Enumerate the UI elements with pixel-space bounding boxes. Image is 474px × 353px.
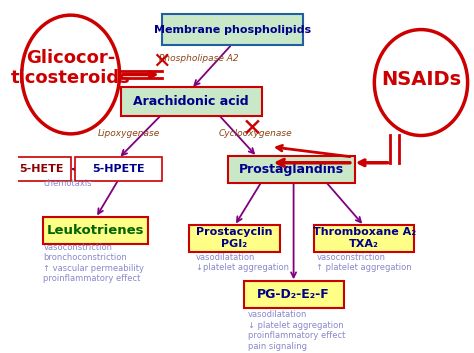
FancyBboxPatch shape — [43, 216, 148, 244]
Text: Thromboxane A₂
TXA₂: Thromboxane A₂ TXA₂ — [312, 227, 416, 249]
Text: vasodilatation
↓platelet aggregation: vasodilatation ↓platelet aggregation — [196, 253, 289, 272]
Text: Phospholipase A2: Phospholipase A2 — [159, 54, 239, 62]
Text: ✕: ✕ — [152, 52, 171, 72]
FancyBboxPatch shape — [121, 87, 262, 116]
Text: vasodilatation
↓ platelet aggregation
proinflammatory effect
pain signaling: vasodilatation ↓ platelet aggregation pr… — [248, 310, 346, 351]
FancyBboxPatch shape — [244, 281, 344, 308]
Text: ✕: ✕ — [242, 117, 263, 141]
Text: Prostacyclin
PGI₂: Prostacyclin PGI₂ — [196, 227, 273, 249]
FancyBboxPatch shape — [162, 14, 303, 45]
Text: Arachidonic acid: Arachidonic acid — [133, 95, 249, 108]
Text: Cyclooxygenase: Cyclooxygenase — [219, 129, 292, 138]
FancyBboxPatch shape — [228, 156, 355, 183]
Text: 5-HETE: 5-HETE — [19, 164, 64, 174]
FancyBboxPatch shape — [189, 225, 280, 252]
Text: Leukotrienes: Leukotrienes — [47, 224, 145, 237]
FancyBboxPatch shape — [75, 157, 162, 181]
Text: Prostaglandins: Prostaglandins — [239, 163, 344, 176]
Text: NSAIDs: NSAIDs — [381, 70, 461, 89]
Text: Membrane phospholipids: Membrane phospholipids — [154, 25, 311, 35]
Text: Lipoxygenase: Lipoxygenase — [98, 129, 160, 138]
Text: vasoconstriction
↑ platelet aggregation: vasoconstriction ↑ platelet aggregation — [316, 253, 412, 272]
FancyBboxPatch shape — [11, 157, 71, 181]
Text: Glicocor-
ticosteroids: Glicocor- ticosteroids — [11, 49, 130, 88]
Text: chemotaxis: chemotaxis — [43, 179, 92, 188]
Text: PG-D₂-E₂-F: PG-D₂-E₂-F — [257, 288, 330, 301]
Text: vasoconstriction
bronchoconstriction
↑ vascular permeability
proinflammatory eff: vasoconstriction bronchoconstriction ↑ v… — [43, 243, 145, 283]
Text: 5-HPETE: 5-HPETE — [92, 164, 145, 174]
FancyBboxPatch shape — [314, 225, 414, 252]
